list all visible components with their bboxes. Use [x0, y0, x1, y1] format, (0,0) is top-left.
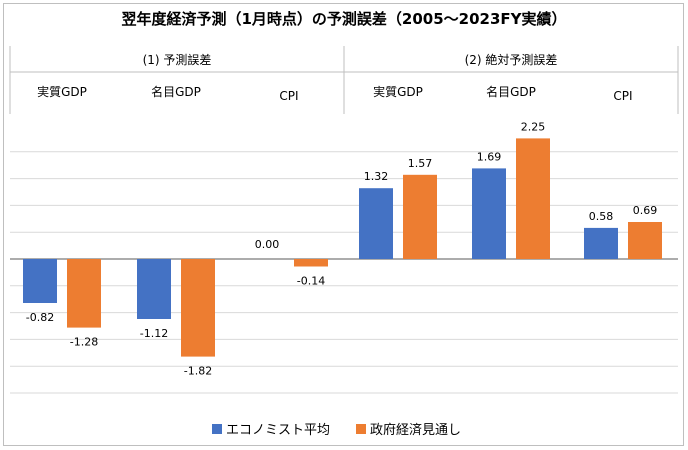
bar — [67, 259, 101, 328]
data-label: -0.14 — [297, 275, 325, 288]
legend-swatch — [356, 424, 366, 434]
bar — [359, 188, 393, 259]
bar — [516, 138, 550, 259]
chart-title: 翌年度経済予測（1月時点）の予測誤差（2005～2023FY実績） — [121, 10, 566, 28]
data-label: 0.00 — [255, 238, 280, 251]
category-label: 名目GDP — [151, 84, 201, 99]
category-label: CPI — [279, 89, 298, 103]
data-label: 0.69 — [633, 204, 658, 217]
bar — [294, 259, 328, 267]
data-label: 0.58 — [589, 210, 614, 223]
gridlines — [10, 151, 678, 394]
category-label: 名目GDP — [486, 84, 536, 99]
legend-swatch — [212, 424, 222, 434]
bar — [472, 168, 506, 259]
data-label: -0.82 — [26, 311, 54, 324]
legend-label: 政府経済見通し — [370, 422, 461, 438]
legend: エコノミスト平均 政府経済見通し — [212, 422, 461, 438]
bar — [137, 259, 171, 319]
bar — [628, 222, 662, 259]
bars — [23, 138, 662, 357]
data-label: -1.12 — [140, 327, 168, 340]
data-label: -1.28 — [70, 336, 98, 349]
data-label: -1.82 — [184, 365, 212, 378]
bar — [181, 259, 215, 357]
data-label: 2.25 — [521, 120, 546, 133]
category-label: 実質GDP — [373, 84, 423, 99]
bar — [403, 174, 437, 259]
bar — [584, 227, 618, 259]
data-label: 1.57 — [408, 157, 433, 170]
legend-label: エコノミスト平均 — [226, 423, 330, 438]
data-labels: -0.82 -1.12 0.00 1.32 1.69 0.58 -1.28 -1.82 -0.1… — [26, 120, 657, 377]
category-label: CPI — [613, 89, 632, 103]
data-label: 1.69 — [477, 150, 502, 163]
group-label: (1) 予測誤差 — [143, 52, 212, 67]
bar — [23, 259, 57, 303]
group-label: (2) 絶対予測誤差 — [465, 52, 558, 67]
category-label: 実質GDP — [37, 84, 87, 99]
data-label: 1.32 — [364, 170, 389, 183]
